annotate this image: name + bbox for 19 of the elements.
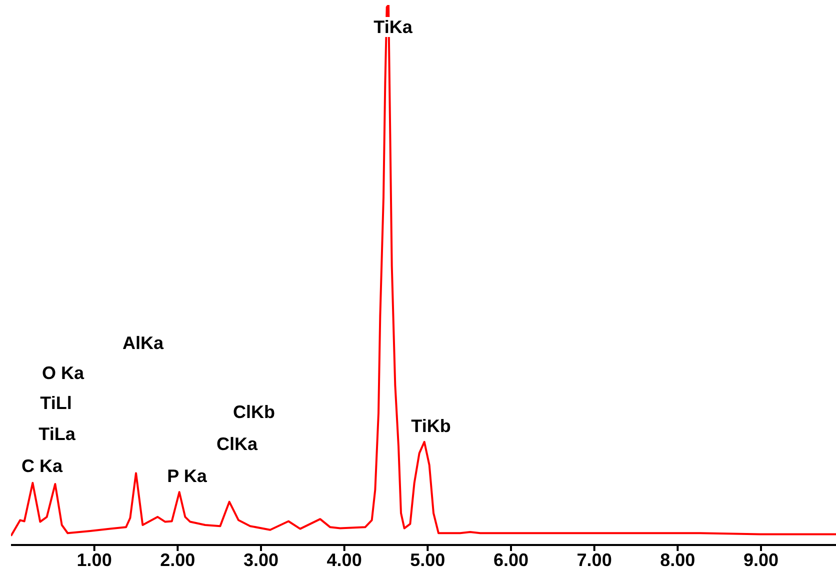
annotation: ClKa: [216, 434, 259, 454]
annotation: AlKa: [122, 333, 165, 353]
annotation: TiLa: [38, 424, 76, 444]
annotation: ClKb: [232, 402, 276, 422]
x-tick-label: 4.00: [326, 550, 362, 570]
x-tick-label: 8.00: [660, 550, 696, 570]
x-tick-label: 2.00: [160, 550, 196, 570]
x-tick-label: 1.00: [76, 550, 112, 570]
annotation: O Ka: [41, 363, 86, 383]
x-tick-label: 7.00: [576, 550, 612, 570]
annotation: TiKb: [410, 416, 452, 436]
x-tick-label: 3.00: [243, 550, 279, 570]
x-tick-label: 9.00: [743, 550, 779, 570]
annotation: TiLl: [39, 393, 73, 413]
annotation: TiKa: [372, 17, 414, 37]
x-tick-label: 5.00: [410, 550, 446, 570]
x-tick-label: 6.00: [493, 550, 529, 570]
annotation: P Ka: [166, 466, 208, 486]
annotation: C Ka: [20, 456, 64, 476]
